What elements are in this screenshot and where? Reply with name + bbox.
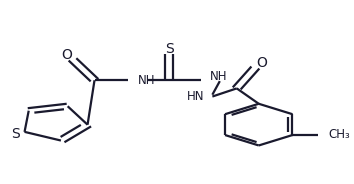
Text: S: S	[165, 42, 173, 56]
Text: S: S	[11, 127, 20, 141]
Text: NH: NH	[137, 74, 155, 87]
Text: O: O	[61, 48, 72, 62]
Text: O: O	[256, 56, 267, 70]
Text: CH₃: CH₃	[329, 128, 350, 141]
Text: NH: NH	[210, 70, 228, 83]
Text: HN: HN	[187, 90, 204, 103]
